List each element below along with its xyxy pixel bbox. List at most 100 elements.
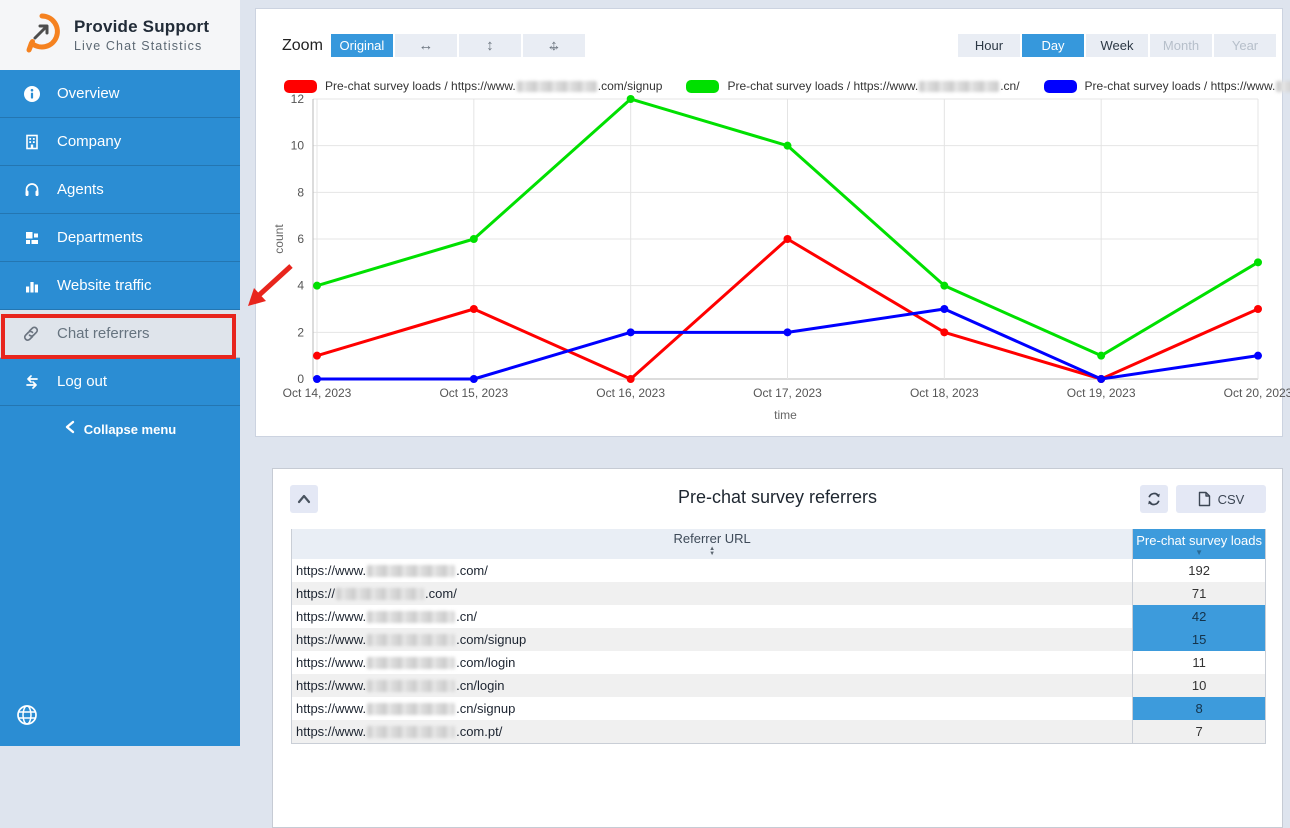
csv-export-button[interactable]: CSV — [1176, 485, 1266, 513]
panel-title: Pre-chat survey referrers — [677, 487, 878, 507]
legend-label: Pre-chat survey loads / https://www. .com… — [325, 79, 663, 93]
chevron-up-icon — [297, 494, 311, 504]
svg-text:6: 6 — [297, 232, 304, 246]
sidebar-item-log-out[interactable]: Log out — [0, 358, 240, 406]
svg-text:10: 10 — [291, 139, 305, 153]
legend-item-1[interactable]: Pre-chat survey loads / https://www. .cn/ — [686, 79, 1020, 93]
panel-collapse-button[interactable] — [290, 485, 318, 513]
redacted-text — [367, 633, 456, 646]
svg-text:12: 12 — [291, 92, 305, 106]
sidebar-item-label: Overview — [57, 85, 120, 102]
referrers-table: Referrer URL ▲ ▼ Pre-chat survey loads ▼ … — [291, 529, 1266, 744]
zoom-pan-button[interactable]: ↔ ↕ — [522, 34, 585, 57]
collapse-menu-label: Collapse menu — [83, 421, 177, 437]
table-row[interactable]: https://www. .cn/signup 8 — [292, 697, 1265, 720]
collapse-menu-button[interactable]: Collapse menu — [0, 406, 240, 452]
table-row[interactable]: https://www. .com/login 11 — [292, 651, 1265, 674]
agents-icon — [22, 180, 42, 200]
range-button-day[interactable]: Day — [1022, 34, 1084, 57]
zoom-vertical-button[interactable]: ↕ — [458, 34, 521, 57]
survey-loads-cell: 192 — [1188, 563, 1210, 578]
file-icon — [1198, 491, 1210, 507]
range-button-year: Year — [1214, 34, 1276, 57]
svg-text:Oct 14, 2023: Oct 14, 2023 — [283, 386, 352, 400]
legend-item-2[interactable]: Pre-chat survey loads / https://www..cn/… — [1043, 79, 1290, 93]
zoom-original-button[interactable]: Original — [330, 34, 393, 57]
referrer-url-cell: https://www. .com.pt/ — [292, 720, 1134, 743]
sidebar-item-label: Agents — [57, 181, 104, 198]
sidebar-item-label: Log out — [57, 373, 108, 390]
svg-text:0: 0 — [297, 372, 304, 386]
departments-icon — [22, 228, 42, 248]
redacted-text — [367, 564, 456, 577]
brand-subtitle: Live Chat Statistics — [74, 39, 203, 53]
sidebar-item-label: Chat referrers — [57, 325, 150, 342]
redacted-text — [367, 610, 456, 623]
column-header-survey-loads[interactable]: Pre-chat survey loads ▼ — [1133, 529, 1265, 559]
refresh-button[interactable] — [1140, 485, 1168, 513]
range-toolbar: Hour Day Week Month Year — [956, 34, 1276, 57]
globe-icon[interactable] — [16, 704, 38, 726]
move-arrows-icon: ↔ ↕ — [546, 36, 562, 54]
survey-loads-cell: 15 — [1133, 628, 1265, 651]
table-row[interactable]: https://www. .com/signup 15 — [292, 628, 1265, 651]
svg-text:Oct 20, 2023: Oct 20, 2023 — [1224, 386, 1290, 400]
range-button-week[interactable]: Week — [1086, 34, 1148, 57]
sidebar-item-agents[interactable]: Agents — [0, 166, 240, 214]
sidebar: Provide Support Live Chat Statistics Ove… — [0, 0, 240, 746]
svg-text:count: count — [272, 224, 286, 254]
range-button-month: Month — [1150, 34, 1212, 57]
sidebar-item-label: Website traffic — [57, 277, 152, 294]
redacted-text — [919, 80, 1000, 92]
line-chart[interactable]: 0 2 4 6 8 10 12 Oct 14, 2023 Oct 15, 2023 Oct 16,… — [256, 91, 1290, 436]
info-icon — [22, 84, 42, 104]
company-icon — [22, 132, 42, 152]
provide-support-logo-icon — [20, 11, 64, 60]
chevron-left-icon — [64, 420, 76, 439]
svg-text:Oct 17, 2023: Oct 17, 2023 — [753, 386, 822, 400]
horizontal-arrow-icon: ↔ — [418, 37, 434, 54]
table-row[interactable]: https://www. .cn/login 10 — [292, 674, 1265, 697]
column-header-referrer-url[interactable]: Referrer URL ▲ ▼ — [292, 529, 1134, 559]
table-body: https://www. .com/192 https://.com/71 https… — [292, 559, 1265, 743]
referrer-url-cell: https://www. .com/ — [292, 559, 1134, 582]
survey-loads-cell: 7 — [1195, 724, 1203, 739]
vertical-arrow-icon: ↕ — [486, 37, 494, 54]
refresh-icon — [1148, 492, 1160, 506]
brand-header: Provide Support Live Chat Statistics — [0, 0, 240, 70]
svg-text:Oct 19, 2023: Oct 19, 2023 — [1067, 386, 1136, 400]
legend-label: Pre-chat survey loads / https://www..cn/… — [1085, 79, 1290, 93]
svg-text:4: 4 — [297, 279, 304, 293]
redacted-text — [367, 702, 456, 715]
zoom-toolbar: Zoom Original ↔ ↕ ↔ ↕ — [282, 34, 585, 57]
svg-text:2: 2 — [297, 325, 304, 339]
redacted-text — [1276, 80, 1290, 92]
referrer-url-cell: https://www. .com/signup — [292, 628, 1134, 651]
range-button-hour[interactable]: Hour — [958, 34, 1020, 57]
table-row[interactable]: https://www. .com/192 — [292, 559, 1265, 582]
zoom-label: Zoom — [282, 36, 323, 54]
svg-text:Oct 18, 2023: Oct 18, 2023 — [910, 386, 979, 400]
legend-swatch — [284, 79, 317, 93]
table-row[interactable]: https://www. .cn/42 — [292, 605, 1265, 628]
sort-desc-icon: ▼ — [1195, 547, 1204, 557]
table-row[interactable]: https://www. .com.pt/7 — [292, 720, 1265, 743]
svg-text:Oct 15, 2023: Oct 15, 2023 — [439, 386, 508, 400]
legend-swatch — [686, 79, 720, 93]
sidebar-menu: Overview Company Agents Departments Website … — [0, 70, 240, 406]
sidebar-item-company[interactable]: Company — [0, 118, 240, 166]
zoom-horizontal-button[interactable]: ↔ — [394, 34, 457, 57]
sidebar-item-website-traffic[interactable]: Website traffic — [0, 262, 240, 310]
redacted-text — [516, 80, 597, 92]
survey-loads-cell: 10 — [1191, 678, 1207, 693]
redacted-text — [336, 587, 425, 600]
sidebar-item-overview[interactable]: Overview — [0, 70, 240, 118]
survey-loads-cell: 8 — [1133, 697, 1265, 720]
legend-item-0[interactable]: Pre-chat survey loads / https://www. .com… — [284, 79, 662, 93]
sidebar-item-chat-referrers[interactable]: Chat referrers — [0, 310, 240, 358]
table-row[interactable]: https://.com/71 — [292, 582, 1265, 605]
brand-title: Provide Support — [74, 17, 210, 36]
survey-loads-cell: 11 — [1192, 655, 1206, 670]
sidebar-item-departments[interactable]: Departments — [0, 214, 240, 262]
survey-loads-cell: 71 — [1191, 586, 1207, 601]
